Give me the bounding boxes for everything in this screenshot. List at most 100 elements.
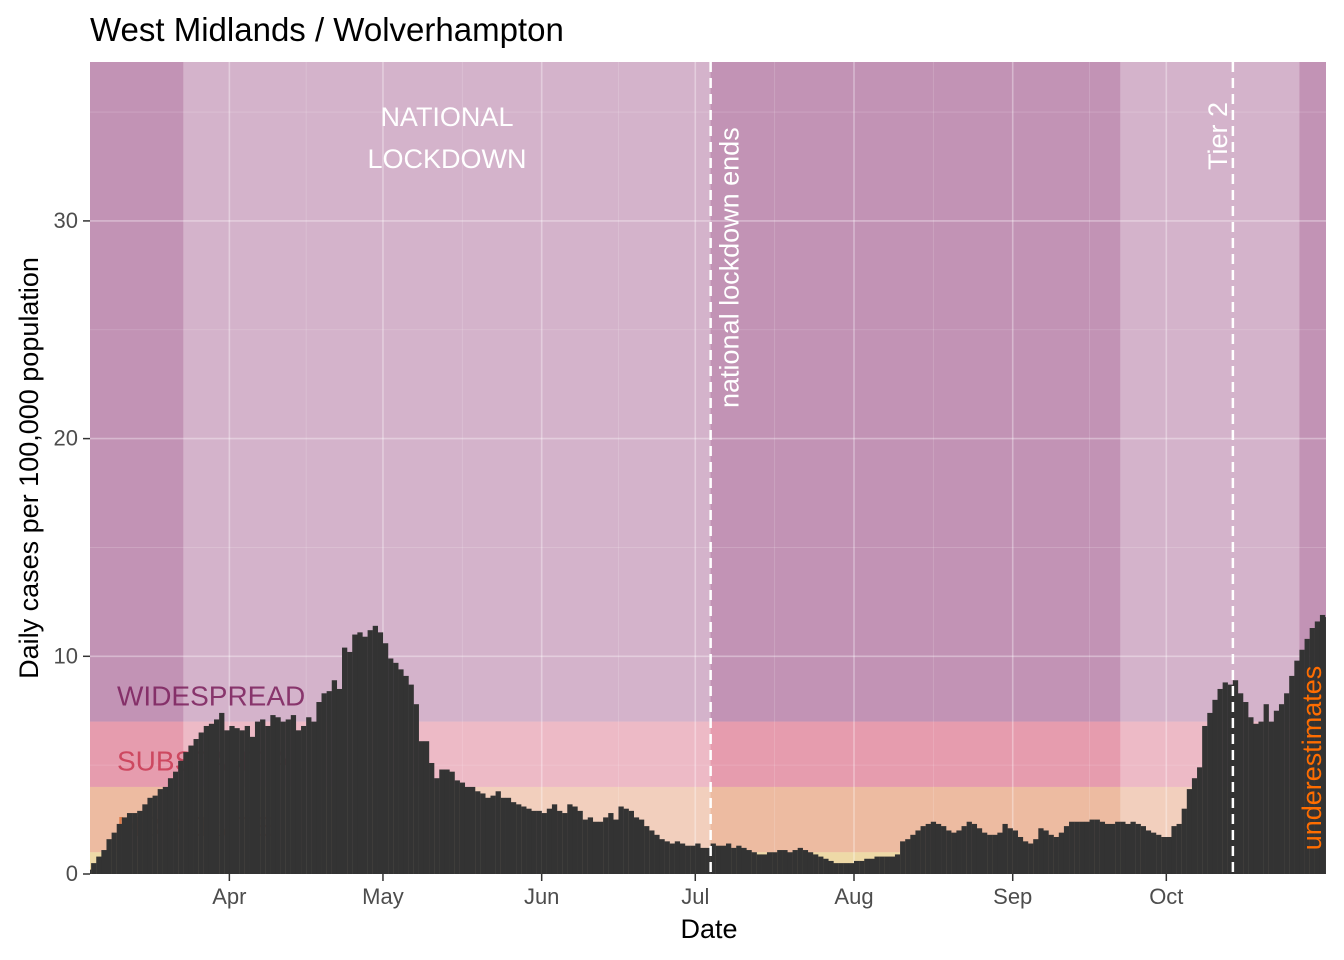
bar (551, 804, 558, 874)
bar (1212, 699, 1218, 874)
bar (1294, 660, 1300, 874)
bar (470, 786, 476, 874)
bar (96, 856, 102, 874)
bar (1202, 725, 1208, 874)
bar (792, 850, 798, 874)
bar (930, 821, 937, 874)
bar (162, 786, 169, 874)
bar (434, 778, 440, 874)
bar (905, 839, 911, 874)
bar (715, 845, 722, 874)
bar (536, 810, 542, 874)
bar (874, 856, 880, 874)
bar (249, 736, 256, 874)
bar (679, 843, 686, 874)
bar (311, 721, 317, 874)
bar (121, 817, 128, 874)
bar (116, 823, 122, 874)
bar (807, 852, 814, 874)
bar (1012, 830, 1018, 874)
data-bars (90, 614, 1344, 874)
annotation-label: national lockdown ends (715, 127, 745, 408)
bar (188, 745, 194, 874)
bar (193, 739, 199, 874)
bar (546, 808, 553, 874)
y-tick-label: 30 (54, 208, 78, 233)
bar (618, 806, 624, 874)
bar (306, 717, 312, 874)
bar (1171, 826, 1177, 874)
restriction-period-label: LOCKDOWN (367, 144, 526, 174)
bar (1319, 614, 1326, 874)
bar (254, 721, 261, 874)
bar (756, 854, 762, 874)
bar (838, 863, 844, 874)
bar (833, 863, 839, 874)
bar (669, 843, 675, 874)
bar (1120, 821, 1126, 874)
bar (971, 823, 978, 874)
bar (167, 778, 174, 874)
bar (613, 819, 619, 874)
bar (700, 847, 706, 874)
bar (147, 797, 153, 874)
bar (1309, 628, 1315, 874)
bar (961, 826, 967, 874)
x-tick-label: Jul (681, 884, 709, 909)
x-tick-label: May (362, 884, 404, 909)
bar (884, 856, 890, 874)
bar (1104, 823, 1111, 874)
x-axis-title: Date (680, 914, 737, 944)
bar (787, 852, 793, 874)
risk-band-label: WIDESPREAD (117, 680, 305, 711)
bar (1125, 823, 1131, 874)
bar (541, 813, 547, 874)
bar (761, 854, 768, 874)
x-tick-label: Aug (834, 884, 873, 909)
bar (557, 810, 563, 874)
bar (1340, 630, 1344, 874)
bar (1063, 826, 1070, 874)
bar (1115, 821, 1121, 874)
bar (1028, 843, 1034, 874)
bar (142, 804, 148, 874)
bar (90, 869, 92, 874)
bar (265, 725, 271, 874)
bar (777, 850, 783, 874)
bar (797, 847, 803, 874)
bar (1248, 717, 1254, 874)
bar (126, 813, 133, 874)
bar (1181, 808, 1187, 874)
bar (1048, 834, 1054, 874)
bar (1130, 821, 1136, 874)
bar (1191, 778, 1198, 874)
bar (1268, 721, 1274, 874)
bar (1289, 675, 1295, 874)
bar (342, 647, 348, 874)
bar (290, 715, 297, 874)
bar (854, 860, 860, 874)
bar (726, 843, 732, 874)
bar (695, 843, 701, 874)
bar (526, 808, 532, 874)
bar (173, 771, 179, 874)
bar (608, 813, 614, 874)
bar (362, 636, 368, 874)
bar (592, 821, 599, 874)
bar (1053, 836, 1059, 874)
bar (628, 810, 634, 874)
bar (1099, 821, 1106, 874)
bar (1094, 819, 1100, 874)
bar (1156, 834, 1162, 874)
bar (234, 728, 240, 874)
bar (270, 715, 276, 874)
bar (301, 725, 307, 874)
bar (239, 730, 245, 874)
bar (1140, 826, 1146, 874)
bar (1161, 836, 1167, 874)
bar (572, 806, 578, 874)
bar (413, 704, 419, 874)
x-tick-label: Jun (524, 884, 559, 909)
bar (398, 669, 404, 874)
